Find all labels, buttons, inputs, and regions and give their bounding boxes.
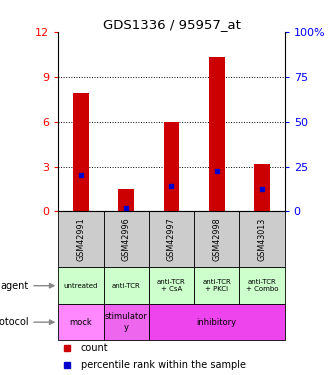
Bar [104, 211, 149, 267]
Bar [164, 122, 179, 211]
Bar [254, 164, 270, 211]
Text: inhibitory: inhibitory [197, 318, 237, 327]
Text: GSM42996: GSM42996 [122, 217, 131, 261]
Text: mock: mock [70, 318, 92, 327]
Bar [73, 93, 89, 212]
Text: anti-TCR: anti-TCR [112, 283, 141, 289]
Text: count: count [81, 343, 109, 353]
Text: GSM42991: GSM42991 [76, 217, 86, 261]
Text: GSM42998: GSM42998 [212, 217, 221, 261]
Bar [194, 211, 239, 267]
Bar [58, 211, 104, 267]
Bar [239, 211, 285, 267]
Text: GSM42997: GSM42997 [167, 217, 176, 261]
Text: anti-TCR
+ CsA: anti-TCR + CsA [157, 279, 186, 292]
Bar [149, 304, 285, 340]
Text: GSM43013: GSM43013 [257, 218, 267, 261]
Bar [149, 211, 194, 267]
Bar [209, 57, 225, 211]
Bar [239, 267, 285, 304]
Bar [194, 267, 239, 304]
Text: protocol: protocol [0, 317, 29, 327]
Text: anti-TCR
+ PKCi: anti-TCR + PKCi [202, 279, 231, 292]
Text: untreated: untreated [64, 283, 98, 289]
Text: anti-TCR
+ Combo: anti-TCR + Combo [246, 279, 278, 292]
Title: GDS1336 / 95957_at: GDS1336 / 95957_at [103, 18, 240, 31]
Text: percentile rank within the sample: percentile rank within the sample [81, 360, 246, 370]
Bar [58, 304, 104, 340]
Text: stimulator
y: stimulator y [105, 312, 148, 332]
Bar [118, 189, 134, 211]
Bar [104, 267, 149, 304]
Bar [149, 267, 194, 304]
Bar [104, 304, 149, 340]
Bar [58, 267, 104, 304]
Text: agent: agent [1, 281, 29, 291]
